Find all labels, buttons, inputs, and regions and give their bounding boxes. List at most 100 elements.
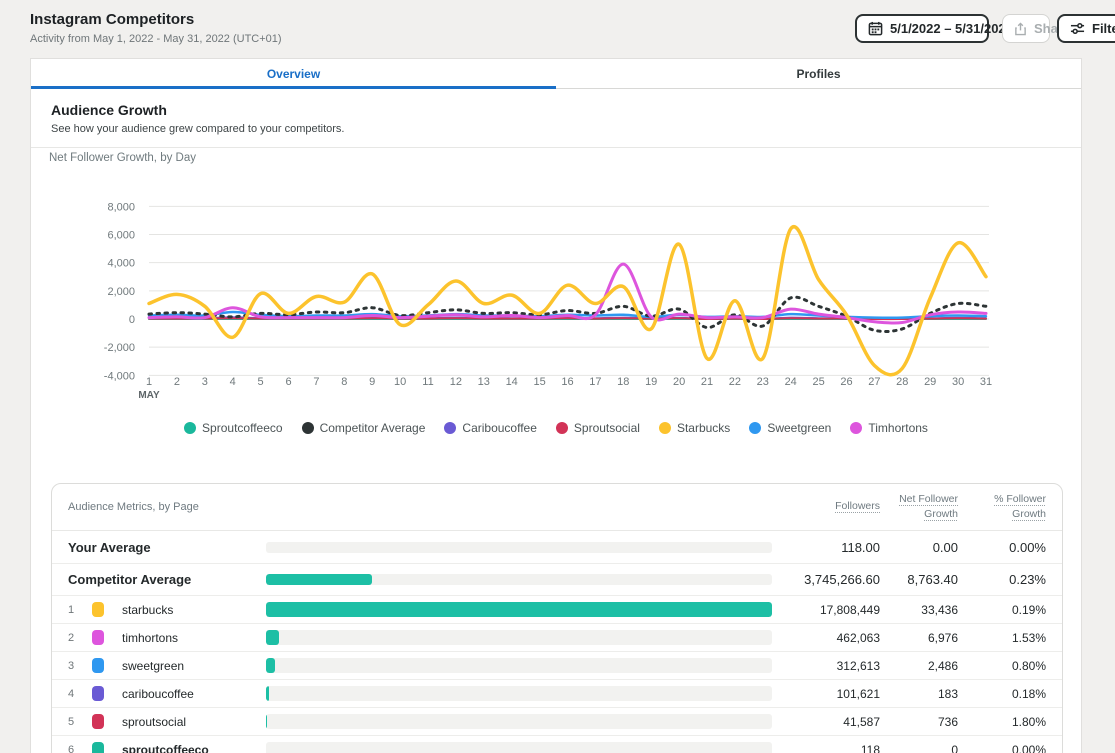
followers-bar-track [266, 686, 772, 701]
tab-overview[interactable]: Overview [31, 59, 556, 88]
x-axis-tick-label: 19 [645, 376, 657, 388]
net-growth-value: 6,976 [888, 631, 958, 645]
followers-value: 118.00 [780, 540, 880, 555]
x-axis-tick-label: 5 [258, 376, 264, 388]
x-axis-tick-label: 13 [478, 376, 490, 388]
followers-value: 312,613 [780, 659, 880, 673]
followers-bar [266, 658, 772, 673]
x-axis-tick-label: 28 [896, 376, 908, 388]
followers-bar-track [266, 658, 772, 673]
x-axis-tick-label: 23 [757, 376, 769, 388]
legend-item-starbucks[interactable]: Starbucks [659, 421, 730, 435]
x-axis-tick-label: 1 [146, 376, 152, 388]
legend-color-dot [749, 422, 761, 434]
x-axis-month-label: MAY [138, 390, 160, 401]
row-name: sproutsocial [122, 715, 258, 729]
date-range-button[interactable]: 5/1/2022 – 5/31/2022 [855, 14, 989, 43]
page-title: Instagram Competitors [30, 11, 194, 28]
followers-bar [266, 630, 772, 645]
table-title: Audience Metrics, by Page [68, 501, 772, 513]
y-axis-tick-label: 0 [129, 314, 135, 326]
followers-bar-track [266, 574, 772, 585]
table-body: Your Average118.000.000.00%Competitor Av… [52, 531, 1062, 753]
followers-bar-fill [266, 686, 269, 701]
pct-growth-value: 1.53% [966, 631, 1046, 645]
row-rank: 3 [68, 660, 84, 672]
column-header-followers[interactable]: Followers [780, 499, 880, 514]
row-name: Your Average [68, 540, 258, 555]
legend-item-cariboucoffee[interactable]: Cariboucoffee [444, 421, 537, 435]
audience-metrics-table: Audience Metrics, by Page Followers Net … [51, 483, 1063, 753]
profile-color-swatch [92, 602, 104, 617]
x-axis-tick-label: 3 [202, 376, 208, 388]
legend-item-sproutcoffeeco[interactable]: Sproutcoffeeco [184, 421, 283, 435]
filters-icon [1070, 21, 1085, 36]
x-axis-tick-label: 12 [450, 376, 462, 388]
table-row-sproutcoffeeco: 6sproutcoffeeco11800.00% [52, 735, 1062, 753]
followers-bar-fill [266, 658, 275, 673]
net-growth-value: 33,436 [888, 603, 958, 617]
x-axis-tick-label: 31 [980, 376, 992, 388]
x-axis-tick-label: 18 [617, 376, 629, 388]
legend-label: Cariboucoffee [462, 421, 537, 435]
tab-profiles[interactable]: Profiles [556, 59, 1081, 88]
profile-color-swatch [92, 658, 104, 673]
profile-color-swatch [92, 742, 104, 753]
legend-item-sweetgreen[interactable]: Sweetgreen [749, 421, 831, 435]
share-button[interactable]: Share [1002, 14, 1050, 43]
tab-bar: Overview Profiles [31, 59, 1081, 89]
section-title: Audience Growth [51, 102, 1061, 118]
x-axis-tick-label: 16 [561, 376, 573, 388]
legend-item-sproutsocial[interactable]: Sproutsocial [556, 421, 640, 435]
column-header-net-follower-growth[interactable]: Net Follower Growth [888, 492, 958, 522]
page-subtitle: Activity from May 1, 2022 - May 31, 2022… [30, 33, 282, 45]
legend-label: Sweetgreen [767, 421, 831, 435]
y-axis-tick-label: -4,000 [104, 370, 135, 382]
x-axis-tick-label: 15 [533, 376, 545, 388]
followers-bar [266, 714, 772, 729]
table-row-cariboucoffee: 4cariboucoffee101,6211830.18% [52, 679, 1062, 707]
pct-growth-value: 0.19% [966, 603, 1046, 617]
column-header-pct-follower-growth[interactable]: % Follower Growth [966, 492, 1046, 522]
filters-button[interactable]: Filters [1057, 14, 1115, 43]
active-tab-underline [31, 86, 556, 89]
x-axis-tick-label: 24 [785, 376, 797, 388]
pct-growth-value: 0.18% [966, 687, 1046, 701]
followers-bar-track [266, 714, 772, 729]
x-axis-tick-label: 29 [924, 376, 936, 388]
calendar-icon [868, 21, 883, 36]
net-growth-value: 8,763.40 [888, 572, 958, 587]
legend-color-dot [659, 422, 671, 434]
net-growth-value: 183 [888, 687, 958, 701]
followers-value: 3,745,266.60 [780, 572, 880, 587]
followers-bar [266, 742, 772, 753]
followers-bar [266, 686, 772, 701]
legend-label: Competitor Average [320, 421, 426, 435]
profile-color-swatch [92, 686, 104, 701]
legend-color-dot [184, 422, 196, 434]
x-axis-tick-label: 21 [701, 376, 713, 388]
report-card: Overview Profiles Audience Growth See ho… [30, 58, 1082, 753]
row-name: sweetgreen [122, 659, 258, 673]
x-axis-tick-label: 9 [369, 376, 375, 388]
section-subtitle: See how your audience grew compared to y… [51, 123, 1061, 135]
followers-bar-fill [266, 630, 279, 645]
net-growth-value: 736 [888, 715, 958, 729]
table-row-timhortons: 2timhortons462,0636,9761.53% [52, 623, 1062, 651]
legend-item-timhortons[interactable]: Timhortons [850, 421, 928, 435]
followers-bar-track [266, 542, 772, 553]
followers-bar [266, 542, 772, 553]
row-name: Competitor Average [68, 572, 258, 587]
legend-label: Sproutcoffeeco [202, 421, 283, 435]
followers-bar-fill [266, 574, 372, 585]
followers-bar-track [266, 742, 772, 753]
date-range-label: 5/1/2022 – 5/31/2022 [890, 21, 1013, 36]
x-axis-tick-label: 10 [394, 376, 406, 388]
followers-value: 118 [780, 743, 880, 753]
x-axis-tick-label: 6 [285, 376, 291, 388]
x-axis-tick-label: 8 [341, 376, 347, 388]
legend-item-competitor-average[interactable]: Competitor Average [302, 421, 426, 435]
followers-bar [266, 574, 772, 585]
share-icon [1014, 22, 1027, 36]
x-axis-tick-label: 7 [313, 376, 319, 388]
